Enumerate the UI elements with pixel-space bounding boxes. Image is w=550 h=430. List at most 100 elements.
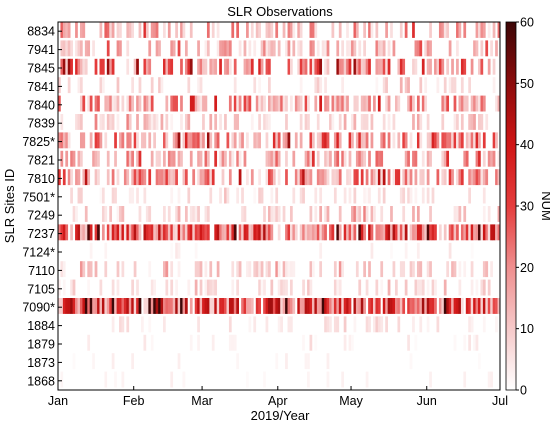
heatmap-cell	[355, 132, 359, 149]
heatmap-cell	[243, 150, 247, 167]
heatmap-cell	[126, 132, 130, 149]
heatmap-cell	[233, 298, 237, 314]
heatmap-cell	[121, 316, 125, 333]
heatmap-cell	[319, 261, 323, 278]
heatmap-cell	[106, 169, 110, 186]
heatmap-cell	[204, 279, 208, 296]
chart-title: SLR Observations	[227, 4, 333, 19]
heatmap-cell	[490, 371, 493, 388]
heatmap-cell	[302, 187, 305, 204]
heatmap-cell	[241, 206, 244, 222]
heatmap-cell	[382, 58, 386, 75]
heatmap-cell	[184, 114, 188, 130]
heatmap-cell	[136, 169, 139, 186]
heatmap-cell	[233, 114, 237, 130]
heatmap-cell	[87, 40, 91, 57]
heatmap-cell	[165, 298, 169, 314]
heatmap-cell	[221, 224, 225, 241]
heatmap-cell	[209, 187, 213, 204]
heatmap-cell	[60, 40, 64, 57]
heatmap-cell	[197, 334, 200, 351]
heatmap-cell	[272, 169, 276, 186]
heatmap-cell	[199, 132, 203, 149]
heatmap-cell	[397, 132, 401, 149]
heatmap-cell	[131, 353, 134, 370]
heatmap-cell	[87, 298, 91, 314]
heatmap-cell	[70, 150, 73, 167]
heatmap-cell	[333, 279, 337, 296]
heatmap-cell	[319, 95, 323, 112]
heatmap-cell	[482, 261, 486, 278]
heatmap-cell	[197, 224, 200, 241]
heatmap-cell	[233, 132, 237, 149]
heatmap-cell	[495, 224, 498, 241]
heatmap-cell	[268, 150, 271, 167]
heatmap-cell	[260, 224, 264, 241]
heatmap-cell	[246, 261, 249, 278]
heatmap-cell	[199, 224, 203, 241]
heatmap-cell	[62, 279, 66, 296]
heatmap-cell	[148, 261, 152, 278]
heatmap-cell	[126, 95, 130, 112]
heatmap-cell	[463, 150, 467, 167]
heatmap-cell	[326, 353, 330, 370]
heatmap-cell	[104, 206, 108, 222]
heatmap-cell	[370, 114, 374, 130]
heatmap-cell	[375, 58, 379, 75]
heatmap-cell	[473, 95, 476, 112]
heatmap-cell	[79, 77, 83, 94]
heatmap-cell	[79, 114, 83, 130]
heatmap-cell	[194, 224, 198, 241]
heatmap-cell	[138, 22, 142, 38]
heatmap-cell	[65, 22, 69, 38]
heatmap-cell	[119, 22, 122, 38]
heatmap-cell	[336, 150, 340, 167]
heatmap-cell	[353, 22, 357, 38]
heatmap-cell	[348, 169, 352, 186]
heatmap-cell	[272, 132, 276, 149]
heatmap-cell	[458, 169, 462, 186]
y-axis-ticks: 8834 7941 7845 7841 7840 7839 7825* 7821 7810 750…	[22, 25, 62, 388]
heatmap-cell	[101, 114, 105, 130]
heatmap-cell	[101, 187, 105, 204]
heatmap-cell	[338, 298, 342, 314]
heatmap-cell	[485, 114, 489, 130]
heatmap-cell	[211, 334, 215, 351]
heatmap-cell	[336, 40, 340, 57]
heatmap-cell	[409, 224, 413, 241]
heatmap-cell	[487, 298, 491, 314]
heatmap-cell	[485, 224, 489, 241]
heatmap-cell	[443, 298, 447, 314]
heatmap-cell	[226, 224, 230, 241]
heatmap-cell	[216, 132, 220, 149]
heatmap-cell	[250, 58, 254, 75]
heatmap-cell	[324, 298, 327, 314]
heatmap-cell	[248, 95, 252, 112]
heatmap-cell	[438, 224, 442, 241]
heatmap-cell	[99, 77, 103, 94]
heatmap-cell	[363, 187, 366, 204]
heatmap-cell	[429, 224, 432, 241]
heatmap-cell	[141, 132, 144, 149]
heatmap-cell	[390, 298, 393, 314]
heatmap-cell	[299, 114, 303, 130]
heatmap-cell	[224, 114, 227, 130]
heatmap-cell	[385, 77, 388, 94]
heatmap-cell	[368, 187, 371, 204]
heatmap-cell	[336, 58, 340, 75]
heatmap-cell	[77, 114, 81, 130]
heatmap-cell	[128, 224, 132, 241]
heatmap-cell	[460, 224, 464, 241]
heatmap-cell	[241, 224, 244, 241]
heatmap-cell	[145, 95, 149, 112]
heatmap-cell	[470, 298, 474, 314]
heatmap-cell	[165, 58, 169, 75]
heatmap-cell	[277, 316, 281, 333]
heatmap-cell	[70, 224, 73, 241]
heatmap-cell	[128, 22, 132, 38]
heatmap-cell	[231, 334, 235, 351]
heatmap-cell	[434, 58, 437, 75]
heatmap-cell	[260, 261, 264, 278]
heatmap-cell	[482, 95, 486, 112]
heatmap-cell	[114, 95, 117, 112]
